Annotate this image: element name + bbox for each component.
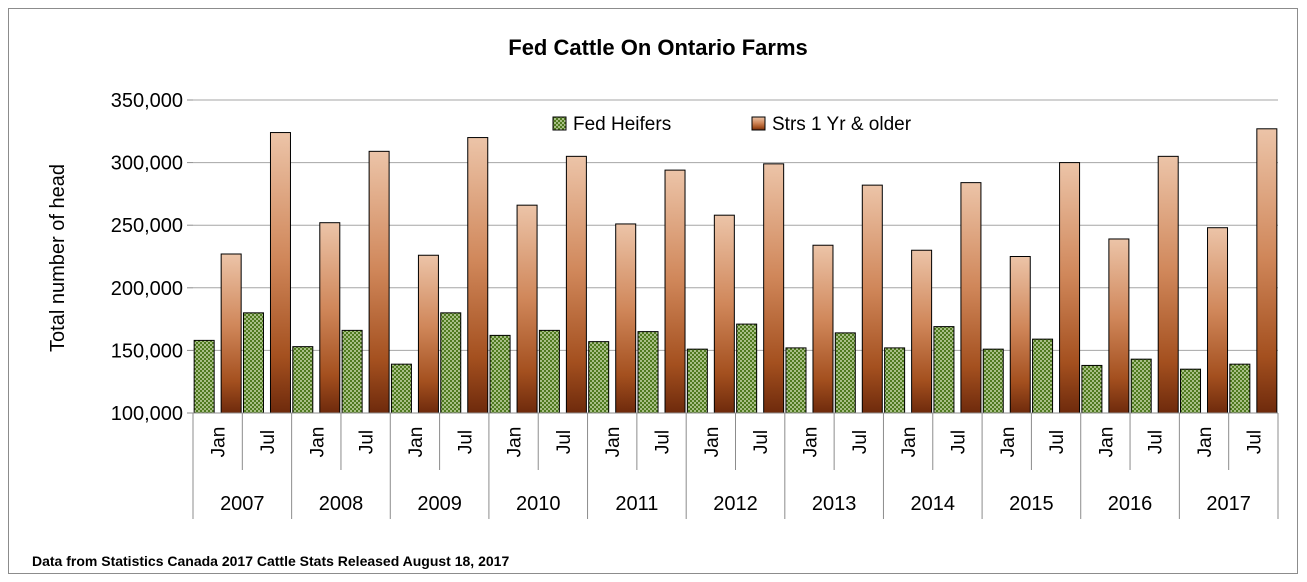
bar-fed-heifers <box>292 346 314 414</box>
y-tick-label: 350,000 <box>111 90 183 112</box>
x-month-label: Jan <box>505 427 526 458</box>
bar-fed-heifers <box>1180 368 1202 414</box>
x-month-label: Jan <box>307 427 328 458</box>
bar-steers <box>269 132 291 414</box>
bar-steers <box>1157 155 1179 414</box>
x-year-label: 2010 <box>516 493 561 515</box>
bar-fed-heifers <box>1032 338 1054 414</box>
chart-title: Fed Cattle On Ontario Farms <box>508 35 808 60</box>
bar-steers <box>220 253 242 414</box>
x-year-label: 2016 <box>1108 493 1153 515</box>
bar-fed-heifers <box>884 347 906 414</box>
x-month-label: Jan <box>702 427 723 458</box>
x-month-label: Jan <box>998 427 1019 458</box>
bar-fed-heifers <box>538 329 560 414</box>
x-month-label: Jul <box>850 430 871 454</box>
y-tick-label: 150,000 <box>111 340 183 362</box>
bar-steers <box>319 222 341 414</box>
bar-fed-heifers <box>637 331 659 414</box>
bar-fed-heifers <box>785 347 807 414</box>
bar-fed-heifers <box>193 339 215 414</box>
bar-steers <box>812 244 834 414</box>
x-month-label: Jul <box>751 430 772 454</box>
bar-steers <box>1059 162 1081 414</box>
bar-steers <box>763 163 785 414</box>
legend: Fed Heifers Strs 1 Yr & older <box>552 114 912 135</box>
bar-fed-heifers <box>982 348 1004 414</box>
bar-steers <box>467 137 489 414</box>
x-month-label: Jan <box>1195 427 1216 458</box>
x-month-label: Jul <box>653 430 674 454</box>
bar-fed-heifers <box>242 312 264 414</box>
bar-fed-heifers <box>341 329 363 414</box>
bars <box>193 128 1278 414</box>
y-axis-label: Total number of head <box>47 164 69 352</box>
bar-fed-heifers <box>736 323 758 414</box>
bar-steers <box>1009 256 1031 414</box>
legend-swatch-fed-heifers <box>552 116 567 131</box>
bar-fed-heifers <box>489 334 511 414</box>
bar-fed-heifers <box>1081 364 1103 414</box>
legend-label-fed-heifers: Fed Heifers <box>573 114 671 135</box>
bar-fed-heifers <box>390 363 412 414</box>
source-footnote: Data from Statistics Canada 2017 Cattle … <box>32 553 510 569</box>
bar-fed-heifers <box>686 348 708 414</box>
x-month-label: Jan <box>406 427 427 458</box>
bar-fed-heifers <box>588 341 610 414</box>
y-tick-label: 300,000 <box>111 153 183 175</box>
x-month-label: Jan <box>899 427 920 458</box>
bar-fed-heifers <box>834 332 856 414</box>
bar-fed-heifers <box>933 326 955 414</box>
bar-steers <box>911 249 933 414</box>
x-month-label: Jul <box>455 430 476 454</box>
bar-steers <box>417 254 439 414</box>
bar-steers <box>1207 227 1229 414</box>
x-year-label: 2012 <box>713 493 758 515</box>
y-axis-ticks: 100,000 150,000 200,000 250,000 300,000 350,0… <box>111 90 193 425</box>
bar-steers <box>1108 238 1130 414</box>
x-month-label: Jan <box>800 427 821 458</box>
legend-swatch-steers <box>751 116 766 131</box>
x-year-label: 2011 <box>615 493 658 515</box>
x-year-label: 2008 <box>319 493 364 515</box>
x-month-label: Jan <box>603 427 624 458</box>
x-year-label: 2007 <box>220 493 265 515</box>
x-month-label: Jan <box>1096 427 1117 458</box>
x-axis: Jan Jul Jan Jul Jan Jul Jan Jul Jan Jul Jan Jul Jan J… <box>192 412 1279 519</box>
x-year-label: 2014 <box>911 493 956 515</box>
bar-steers <box>861 184 883 414</box>
bar-steers <box>516 204 538 414</box>
bar-steers <box>713 214 735 414</box>
x-month-label: Jul <box>357 430 378 454</box>
bar-fed-heifers <box>1130 358 1152 414</box>
y-tick-label: 250,000 <box>111 215 183 237</box>
bar-steers <box>368 150 390 414</box>
x-year-label: 2009 <box>417 493 462 515</box>
bar-steers <box>664 169 686 414</box>
x-month-label: Jul <box>948 430 969 454</box>
x-month-label: Jul <box>1244 430 1265 454</box>
bar-steers <box>1256 128 1278 414</box>
bar-fed-heifers <box>440 312 462 414</box>
x-year-label: 2017 <box>1206 493 1251 515</box>
x-month-label: Jul <box>1047 430 1068 454</box>
bar-steers <box>615 223 637 414</box>
y-tick-label: 100,000 <box>111 403 183 425</box>
legend-label-steers: Strs 1 Yr & older <box>772 114 912 135</box>
y-tick-label: 200,000 <box>111 278 183 300</box>
x-month-label: Jul <box>1146 430 1167 454</box>
bar-steers <box>960 182 982 414</box>
x-month-label: Jul <box>554 430 575 454</box>
x-month-label: Jan <box>209 427 230 458</box>
bar-fed-heifers <box>1229 363 1251 414</box>
x-month-label: Jul <box>258 430 279 454</box>
x-year-label: 2015 <box>1009 493 1054 515</box>
bar-steers <box>565 155 587 414</box>
x-year-label: 2013 <box>812 493 857 515</box>
